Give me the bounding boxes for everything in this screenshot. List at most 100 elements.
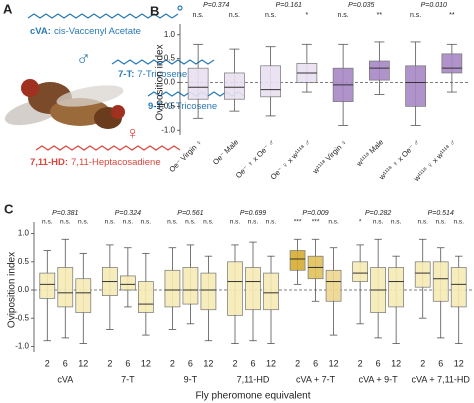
x-tick-label: 2 bbox=[232, 358, 237, 368]
group-label: cVA + 7-T bbox=[296, 374, 336, 384]
panel-letter: A bbox=[3, 1, 13, 16]
box bbox=[405, 65, 426, 107]
significance: * bbox=[306, 12, 309, 19]
box bbox=[57, 267, 74, 308]
x-tick-label: 2 bbox=[45, 358, 50, 368]
p-value: P=0.161 bbox=[276, 2, 302, 9]
x-tick-label: 6 bbox=[438, 358, 443, 368]
significance: n.s. bbox=[229, 12, 240, 19]
box bbox=[325, 269, 342, 302]
y-axis-label: Oviposition index bbox=[155, 44, 166, 120]
significance: *** bbox=[312, 219, 320, 226]
box bbox=[260, 65, 281, 98]
group-label: cVA + 7,11-HD bbox=[411, 374, 470, 384]
y-tick-label: -0.5 bbox=[161, 101, 175, 110]
x-tick-label: Oe⁻ Virgin ♀ bbox=[167, 137, 204, 174]
box bbox=[224, 72, 245, 100]
male-symbol: ♂ bbox=[76, 48, 91, 70]
box bbox=[450, 267, 467, 308]
y-tick-label: -1.0 bbox=[161, 125, 175, 134]
x-tick-label: 6 bbox=[188, 358, 193, 368]
significance: n.s. bbox=[265, 12, 276, 19]
p-value: P=0.282 bbox=[365, 210, 391, 217]
box bbox=[227, 261, 243, 316]
group-label: 7-T bbox=[121, 374, 135, 384]
significance: n.s. bbox=[230, 219, 241, 226]
p-value: P=0.381 bbox=[52, 210, 78, 217]
significance: n.s. bbox=[141, 219, 152, 226]
significance: n.s. bbox=[453, 219, 464, 226]
pheromone-name: cis-Vaccenyl Acetate bbox=[54, 26, 141, 37]
box bbox=[369, 60, 390, 81]
y-tick-label: 0.5 bbox=[164, 54, 176, 63]
x-tick-label: 2 bbox=[170, 358, 175, 368]
x-tick-label: w¹¹¹⁸ Virgin ♀ bbox=[310, 137, 349, 176]
significance: ** bbox=[377, 12, 383, 19]
significance: n.s. bbox=[78, 219, 89, 226]
box bbox=[138, 281, 154, 313]
box bbox=[414, 261, 431, 288]
p-value: P=0.561 bbox=[177, 210, 203, 217]
x-tick-label: 2 bbox=[107, 358, 112, 368]
significance: n.s. bbox=[373, 219, 384, 226]
y-tick-label: 0.0 bbox=[18, 285, 30, 294]
p-value: P=0.009 bbox=[302, 210, 328, 217]
group-label: 9-T bbox=[184, 374, 198, 384]
p-value: P=0.324 bbox=[115, 210, 141, 217]
box bbox=[120, 275, 136, 291]
box bbox=[187, 67, 209, 100]
x-tick-label: 2 bbox=[420, 358, 425, 368]
x-tick-label: Oe⁻ Male bbox=[211, 137, 240, 166]
y-tick-label: -0.5 bbox=[15, 313, 29, 322]
pheromone-abbr: 9-T: bbox=[148, 101, 164, 112]
x-tick-label: 12 bbox=[266, 358, 276, 368]
significance: n.s. bbox=[248, 219, 259, 226]
significance: n.s. bbox=[435, 219, 446, 226]
pheromone-label: 7-T: 7-Tricosene bbox=[118, 69, 187, 80]
x-tick-label: 6 bbox=[313, 358, 318, 368]
p-value: P=0.010 bbox=[421, 2, 447, 9]
x-tick-label: 2 bbox=[295, 358, 300, 368]
significance: n.s. bbox=[167, 219, 178, 226]
significance: n.s. bbox=[105, 219, 116, 226]
pheromone-abbr: 7,11-HD: bbox=[30, 157, 68, 168]
x-tick-label: 6 bbox=[376, 358, 381, 368]
group-label: cVA bbox=[57, 374, 73, 384]
y-tick-label: 1.0 bbox=[164, 30, 176, 39]
box bbox=[263, 272, 279, 311]
p-value: P=0.699 bbox=[240, 210, 266, 217]
x-tick-label: 12 bbox=[203, 358, 213, 368]
x-tick-label: 12 bbox=[141, 358, 151, 368]
x-tick-label: 6 bbox=[125, 358, 130, 368]
y-tick-label: 0.5 bbox=[18, 257, 30, 266]
pheromone-abbr: cVA: bbox=[30, 26, 51, 37]
significance: n.s. bbox=[192, 12, 203, 19]
pheromone-label: 9-T: 9-Tricosene bbox=[148, 101, 217, 112]
significance: *** bbox=[294, 219, 302, 226]
p-value: P=0.514 bbox=[428, 210, 454, 217]
x-tick-label: w¹¹¹⁸ Male bbox=[354, 137, 385, 168]
x-tick-label: 6 bbox=[63, 358, 68, 368]
flies bbox=[4, 79, 125, 129]
group-label: cVA + 9-T bbox=[359, 374, 399, 384]
panel-letter: C bbox=[4, 201, 14, 216]
group-label: 7,11-HD bbox=[237, 374, 270, 384]
p-value: P=0.374 bbox=[203, 2, 229, 9]
pheromone-label: 7,11-HD: 7,11-Heptacosadiene bbox=[30, 157, 161, 168]
pheromone-name: 7-Tricosene bbox=[137, 69, 187, 80]
significance: n.s. bbox=[203, 219, 214, 226]
x-tick-label: 12 bbox=[329, 358, 339, 368]
significance: n.s. bbox=[410, 12, 421, 19]
significance: * bbox=[359, 219, 362, 226]
pheromone-label: cVA: cis-Vaccenyl Acetate bbox=[30, 26, 141, 37]
box bbox=[164, 269, 181, 308]
y-axis-label: Oviposition index bbox=[7, 252, 18, 328]
box bbox=[441, 53, 463, 74]
x-tick-label: 12 bbox=[391, 358, 401, 368]
box bbox=[39, 272, 56, 299]
significance: n.s. bbox=[417, 219, 428, 226]
pheromone-name: 9-Tricosene bbox=[167, 101, 217, 112]
x-tick-label: 6 bbox=[250, 358, 255, 368]
pheromone-abbr: 7-T: bbox=[118, 69, 134, 80]
